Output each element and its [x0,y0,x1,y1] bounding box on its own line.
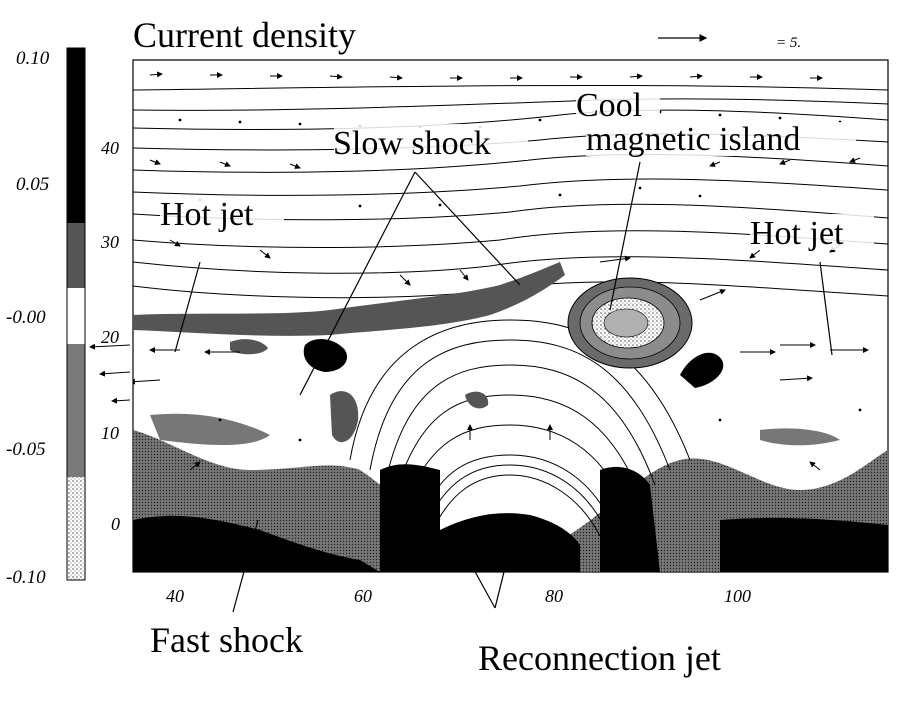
label-reconnection-jet: Reconnection jet [478,638,721,678]
annotation-leaders [174,161,833,613]
label-magnetic-island: magnetic island [586,121,800,158]
y-axis-ticks: 40 30 20 10 0 [100,138,120,534]
x-tick: 100 [724,586,751,606]
colorbar-tick: -0.05 [6,439,46,460]
colorbar-tick-labels: 0.10 0.05 -0.00 -0.05 -0.10 [6,48,50,588]
label-cool: Cool [576,87,642,124]
colorbar-tick: -0.10 [6,567,46,588]
outflow-arrows-left [89,343,131,404]
y-tick: 40 [101,138,119,158]
colorbar [66,47,86,581]
annotation-labels: Slow shock Cool magnetic island Hot jet … [150,87,874,678]
x-tick: 80 [545,586,563,606]
label-slow-shock: Slow shock [333,125,491,162]
reference-vector-label: = 5. [776,35,801,51]
y-tick: 20 [101,327,119,347]
label-fast-shock: Fast shock [150,620,303,660]
x-tick: 60 [354,586,372,606]
y-tick: 10 [101,423,119,443]
figure-title: Current density [133,15,356,55]
y-tick: 0 [111,514,120,534]
colorbar-tick: 0.10 [16,48,50,69]
bottom-dark-region [133,515,380,572]
colorbar-tick: 0.05 [16,174,49,195]
lower-boundary-layer [133,430,888,572]
x-tick: 40 [166,586,184,606]
magnetic-island [567,277,693,369]
colorbar-tick: -0.00 [6,307,46,328]
label-hot-jet-left: Hot jet [160,196,254,233]
y-tick: 30 [100,232,119,252]
x-axis-ticks: 40 60 80 100 [166,586,751,606]
label-hot-jet-right: Hot jet [750,215,844,252]
current-sheet [133,262,565,336]
